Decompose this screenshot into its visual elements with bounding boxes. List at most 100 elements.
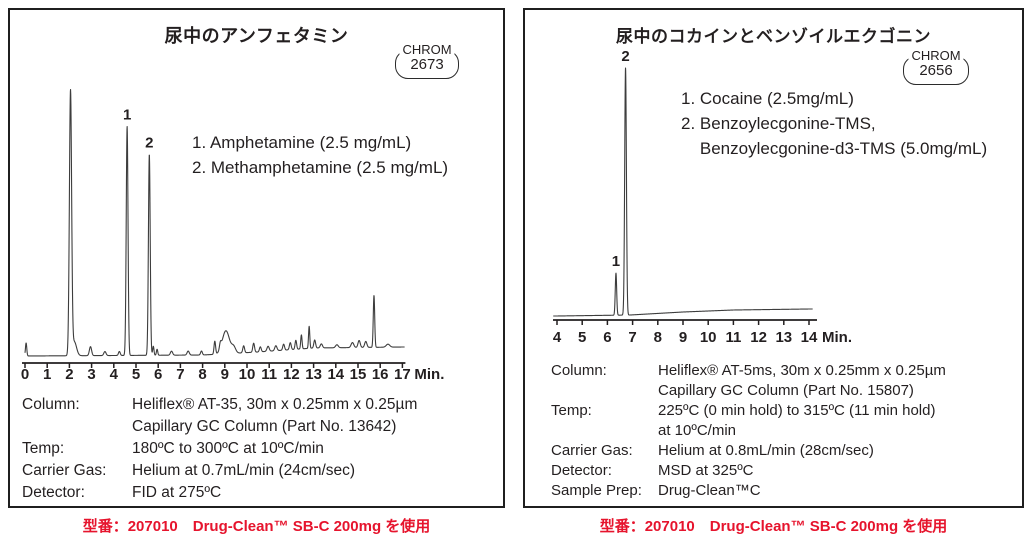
legend-line: 2. Methamphetamine (2.5 mg/mL): [192, 158, 449, 177]
legend-line: 1. Cocaine (2.5mg/mL): [681, 89, 854, 108]
panel-amphetamine: 0 1 2 3 4 5 6 7 8 9 10 11 12 13 14 15 16 17 Min. 1 2 尿中のアンフェ…: [8, 8, 505, 508]
spec-row: Carrier Gas: Helium at 0.8mL/min (28cm/se…: [551, 441, 946, 461]
tick-label: 13: [775, 329, 792, 346]
spec-value: FID at 275ºC: [132, 482, 221, 504]
chrom-badge-label: CHROM: [399, 43, 455, 57]
spec-value-line: Helium at 0.8mL/min (28cm/sec): [658, 442, 874, 459]
tick-label: 9: [679, 329, 687, 346]
spec-row: Carrier Gas: Helium at 0.7mL/min (24cm/se…: [22, 460, 417, 482]
spec-row: Column: Heliflex® AT-5ms, 30m x 0.25mm x …: [551, 361, 946, 401]
spec-row: Sample Prep: Drug-Clean™C: [551, 481, 946, 501]
spec-label: Temp:: [551, 402, 592, 419]
tick-label: 5: [578, 329, 586, 346]
spec-row: Detector: FID at 275ºC: [22, 482, 417, 504]
chromatogram-plot-amphetamine: 0 1 2 3 4 5 6 7 8 9 10 11 12 13 14 15 16 17 Min.12: [21, 88, 444, 383]
tick-label: 10: [700, 329, 717, 346]
tick-label: 10: [239, 366, 256, 383]
spec-value-line: Drug-Clean™C: [658, 482, 761, 499]
peak-number-label: 2: [621, 48, 629, 65]
tick-label: 3: [87, 366, 95, 383]
tick-label: 17: [394, 366, 411, 383]
spec-label: Temp:: [22, 440, 65, 457]
spec-row: Temp: 225ºC (0 min hold) to 315ºC (11 min…: [551, 401, 946, 441]
chrom-badge-number: 2656: [919, 62, 953, 79]
spec-value: Drug-Clean™C: [658, 481, 761, 501]
spec-label: Carrier Gas:: [22, 462, 107, 479]
spec-value-line: Capillary GC Column (Part No. 15807): [658, 382, 914, 399]
tick-label: 14: [801, 329, 818, 346]
chrom-badge-label: CHROM: [908, 49, 964, 63]
spec-value-line: 225ºC (0 min hold) to 315ºC (11 min hold…: [658, 402, 936, 419]
spec-value: 225ºC (0 min hold) to 315ºC (11 min hold…: [658, 401, 935, 441]
spec-label: Detector:: [22, 484, 85, 501]
part-number-caption: 型番：207010 Drug-Clean™ SB-C 200mg を使用: [599, 518, 948, 535]
tick-label: 16: [372, 366, 389, 383]
spec-value-line: Heliflex® AT-5ms, 30m x 0.25mm x 0.25µm: [658, 362, 946, 379]
axis-unit-label: Min.: [822, 329, 852, 346]
spec-row: Column: Heliflex® AT-35, 30m x 0.25mm x 0…: [22, 394, 417, 438]
spec-value: Heliflex® AT-35, 30m x 0.25mm x 0.25µm Ca…: [132, 394, 417, 438]
peak-legend: 1. Amphetamine (2.5 mg/mL) 2. Methampheta…: [192, 130, 448, 180]
tick-label: 11: [261, 366, 277, 383]
tick-label: 12: [750, 329, 767, 346]
tick-label: 7: [628, 329, 636, 346]
tick-label: 9: [221, 366, 229, 383]
tick-label: 0: [21, 366, 29, 383]
tick-label: 4: [110, 366, 119, 383]
spec-value: MSD at 325ºC: [658, 461, 754, 481]
tick-label: 6: [603, 329, 611, 346]
spec-row: Temp: 180ºC to 300ºC at 10ºC/min: [22, 438, 417, 460]
spec-label: Sample Prep:: [551, 482, 642, 499]
part-number-caption: 型番：207010 Drug-Clean™ SB-C 200mg を使用: [82, 518, 431, 535]
spec-row: Detector: MSD at 325ºC: [551, 461, 946, 481]
tick-label: 8: [654, 329, 662, 346]
spec-value-line: MSD at 325ºC: [658, 462, 754, 479]
tick-label: 1: [43, 366, 51, 383]
peak-number-label: 1: [123, 106, 131, 123]
tick-label: 14: [327, 366, 344, 383]
panel-title: 尿中のコカインとベンゾイルエクゴニン: [616, 27, 931, 46]
spec-label: Detector:: [551, 462, 612, 479]
tick-label: 15: [350, 366, 367, 383]
chrom-badge: CHROM 2673: [395, 43, 459, 79]
tick-label: 4: [553, 329, 562, 346]
spec-value-line: Heliflex® AT-35, 30m x 0.25mm x 0.25µm: [132, 396, 418, 413]
spec-value-line: Capillary GC Column (Part No. 13642): [132, 418, 397, 435]
peak-number-label: 2: [145, 134, 153, 151]
spec-value-line: at 10ºC/min: [658, 422, 737, 439]
tick-label: 8: [198, 366, 206, 383]
axis-unit-label: Min.: [414, 366, 444, 383]
panel-cocaine-benzoylecgonine: 4 5 6 7 8 9 10 11 12 13 14 Min. 1 2 尿中のコカインとベンゾイルエクゴニ…: [523, 8, 1024, 508]
peak-legend: 1. Cocaine (2.5mg/mL) 2. Benzoylecgonine-…: [681, 86, 987, 161]
tick-label: 13: [305, 366, 322, 383]
legend-line: 1. Amphetamine (2.5 mg/mL): [192, 133, 412, 152]
spec-value-line: Helium at 0.7mL/min (24cm/sec): [132, 462, 356, 479]
method-specs: Column: Heliflex® AT-5ms, 30m x 0.25mm x …: [551, 361, 946, 501]
method-specs: Column: Heliflex® AT-35, 30m x 0.25mm x 0…: [22, 394, 417, 504]
spec-label: Carrier Gas:: [551, 442, 633, 459]
spec-value-line: FID at 275ºC: [132, 484, 222, 501]
panel-title: 尿中のアンフェタミン: [164, 26, 349, 46]
tick-label: 12: [283, 366, 300, 383]
tick-label: 5: [132, 366, 140, 383]
chrom-badge: CHROM 2656: [903, 49, 969, 85]
spec-label: Column:: [551, 362, 607, 379]
tick-label: 11: [725, 329, 741, 346]
spec-value: Heliflex® AT-5ms, 30m x 0.25mm x 0.25µm C…: [658, 361, 946, 401]
tick-label: 6: [154, 366, 162, 383]
tick-label: 2: [65, 366, 73, 383]
spec-value: Helium at 0.7mL/min (24cm/sec): [132, 460, 355, 482]
spec-value-line: 180ºC to 300ºC at 10ºC/min: [132, 440, 324, 457]
peak-number-label: 1: [612, 253, 620, 270]
chromatogram-plot-cocaine: 4 5 6 7 8 9 10 11 12 13 14 Min.12: [552, 48, 852, 346]
spec-value: 180ºC to 300ºC at 10ºC/min: [132, 438, 324, 460]
chrom-badge-number: 2673: [410, 56, 444, 73]
legend-line: Benzoylecgonine-d3-TMS (5.0mg/mL): [681, 139, 988, 158]
spec-label: Column:: [22, 396, 80, 413]
tick-label: 7: [176, 366, 184, 383]
trace-path: [552, 67, 814, 317]
spec-value: Helium at 0.8mL/min (28cm/sec): [658, 441, 874, 461]
trace-path: [24, 88, 405, 357]
legend-line: 2. Benzoylecgonine-TMS,: [681, 114, 876, 133]
